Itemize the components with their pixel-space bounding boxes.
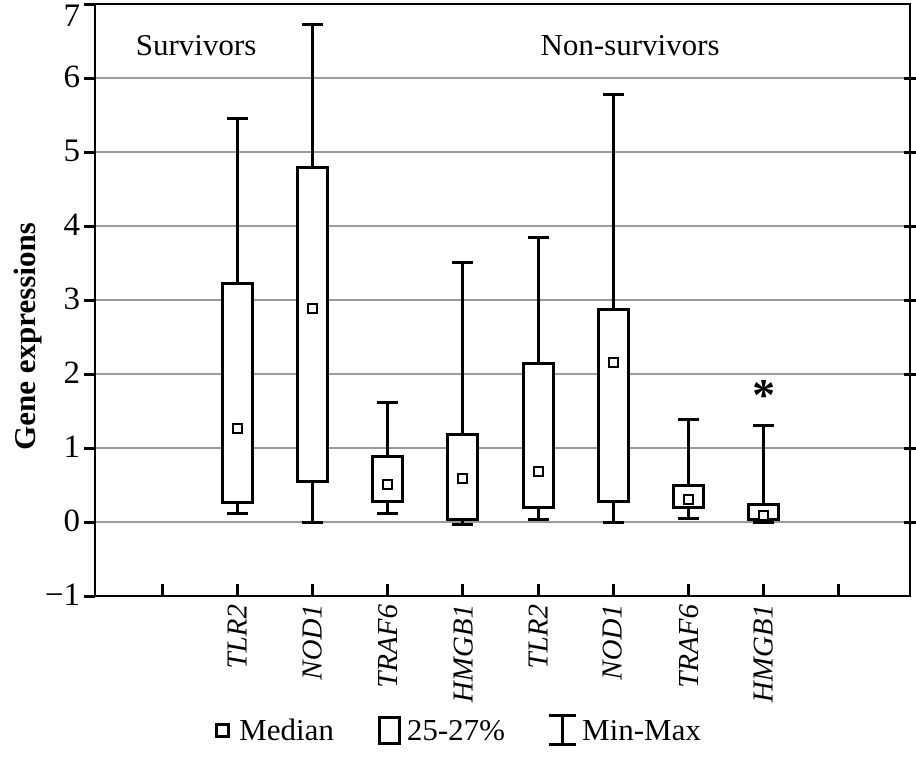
whisker-cap-max xyxy=(226,117,248,121)
gridline xyxy=(96,299,909,301)
box-nod1-non-survivors xyxy=(596,308,630,503)
x-tick xyxy=(461,584,465,596)
box-tlr2-survivors xyxy=(220,282,254,505)
y-tick-label: 0 xyxy=(63,503,81,539)
y-tick-label: 6 xyxy=(63,59,81,95)
whisker-cap-max xyxy=(377,401,399,405)
group-label-survivors: Survivors xyxy=(135,27,257,62)
legend-label-minmax: Min-Max xyxy=(582,712,701,747)
y-tick-right xyxy=(904,224,916,228)
y-tick xyxy=(84,372,95,376)
x-tick xyxy=(536,584,540,596)
whisker-cap-min xyxy=(226,511,248,515)
box-traf6-survivors xyxy=(371,454,405,503)
median-marker-hmgb1-survivors xyxy=(457,472,469,484)
whisker-cap-min xyxy=(677,516,699,520)
whisker-cap-max xyxy=(677,417,699,421)
gridline xyxy=(96,521,909,523)
y-tick xyxy=(84,298,95,302)
whisker-cap-min xyxy=(602,520,624,524)
whisker-cap-max xyxy=(602,92,624,96)
minmax-whisker-icon xyxy=(549,714,577,746)
median-marker-traf6-survivors xyxy=(382,478,394,490)
median-marker-nod1-survivors xyxy=(306,303,318,315)
box-nod1-survivors xyxy=(295,166,329,483)
y-tick-label: 4 xyxy=(63,207,81,243)
x-tick xyxy=(160,584,164,596)
median-marker-hmgb1-non-survivors xyxy=(758,509,770,521)
y-tick-label: 7 xyxy=(63,0,81,34)
legend-label-median: Median xyxy=(239,712,334,747)
x-category-label-tlr2-survivors: TLR2 xyxy=(221,604,254,669)
x-tick xyxy=(235,584,239,596)
y-tick-label: 2 xyxy=(63,355,81,391)
y-tick-label: −1 xyxy=(44,577,80,613)
y-tick-right xyxy=(904,298,916,302)
x-category-label-nod1-survivors: NOD1 xyxy=(296,604,329,680)
y-tick-right xyxy=(904,150,916,154)
whisker-cap-min xyxy=(753,520,775,524)
legend-item-iqr: 25-27% xyxy=(377,712,506,748)
median-square-icon xyxy=(215,722,231,738)
y-tick-label: 3 xyxy=(63,281,81,317)
median-marker-nod1-non-survivors xyxy=(607,357,619,369)
x-tick xyxy=(837,584,841,596)
whisker-cap-max xyxy=(301,23,323,27)
y-tick xyxy=(84,520,95,524)
significance-asterisk: * xyxy=(752,368,776,420)
legend-item-minmax: Min-Max xyxy=(549,712,701,748)
whisker-traf6-non-survivors xyxy=(686,419,690,519)
gridline xyxy=(96,373,909,375)
y-tick-right xyxy=(904,446,916,450)
whisker-hmgb1-non-survivors xyxy=(762,425,766,522)
plot-frame xyxy=(94,3,911,597)
y-tick-right xyxy=(904,372,916,376)
group-label-non-survivors: Non-survivors xyxy=(540,27,720,62)
legend-label-iqr: 25-27% xyxy=(406,712,506,747)
whisker-cap-min xyxy=(527,517,549,521)
whisker-cap-min xyxy=(452,523,474,527)
whisker-cap-min xyxy=(301,520,323,524)
gridline xyxy=(96,225,909,227)
x-tick xyxy=(310,584,314,596)
y-tick-right xyxy=(904,520,916,524)
y-tick xyxy=(84,594,95,598)
x-category-label-nod1-non-survivors: NOD1 xyxy=(597,604,630,680)
x-category-label-hmgb1-survivors: HMGB1 xyxy=(446,604,479,703)
whisker-cap-max xyxy=(527,235,549,239)
y-tick xyxy=(84,150,95,154)
whisker-cap-max xyxy=(452,260,474,264)
median-marker-tlr2-non-survivors xyxy=(532,466,544,478)
x-category-label-tlr2-non-survivors: TLR2 xyxy=(522,604,554,669)
whisker-cap-max xyxy=(753,424,775,428)
iqr-box-icon xyxy=(377,715,401,745)
x-category-label-hmgb1-non-survivors: HMGB1 xyxy=(747,604,780,703)
whisker-cap-min xyxy=(377,511,399,515)
y-tick-label: 1 xyxy=(63,429,81,465)
x-category-label-traf6-survivors: TRAF6 xyxy=(371,604,404,688)
x-tick xyxy=(611,584,615,596)
x-tick xyxy=(762,584,766,596)
legend-item-median: Median xyxy=(215,712,334,748)
y-tick xyxy=(84,2,95,6)
y-tick xyxy=(84,446,95,450)
x-tick xyxy=(386,584,390,596)
x-category-label-traf6-non-survivors: TRAF6 xyxy=(672,604,705,688)
y-tick-right xyxy=(904,76,916,80)
gridline xyxy=(96,447,909,449)
y-tick xyxy=(84,224,95,228)
whisker-hmgb1-survivors xyxy=(461,262,465,525)
x-tick xyxy=(686,584,690,596)
gridline xyxy=(96,77,909,79)
median-marker-traf6-non-survivors xyxy=(682,494,694,506)
gridline xyxy=(96,151,909,153)
y-tick xyxy=(84,76,95,80)
box-tlr2-non-survivors xyxy=(521,362,555,509)
median-marker-tlr2-survivors xyxy=(231,422,243,434)
legend: Median 25-27% Min-Max xyxy=(0,712,916,748)
y-tick-label: 5 xyxy=(63,133,81,169)
